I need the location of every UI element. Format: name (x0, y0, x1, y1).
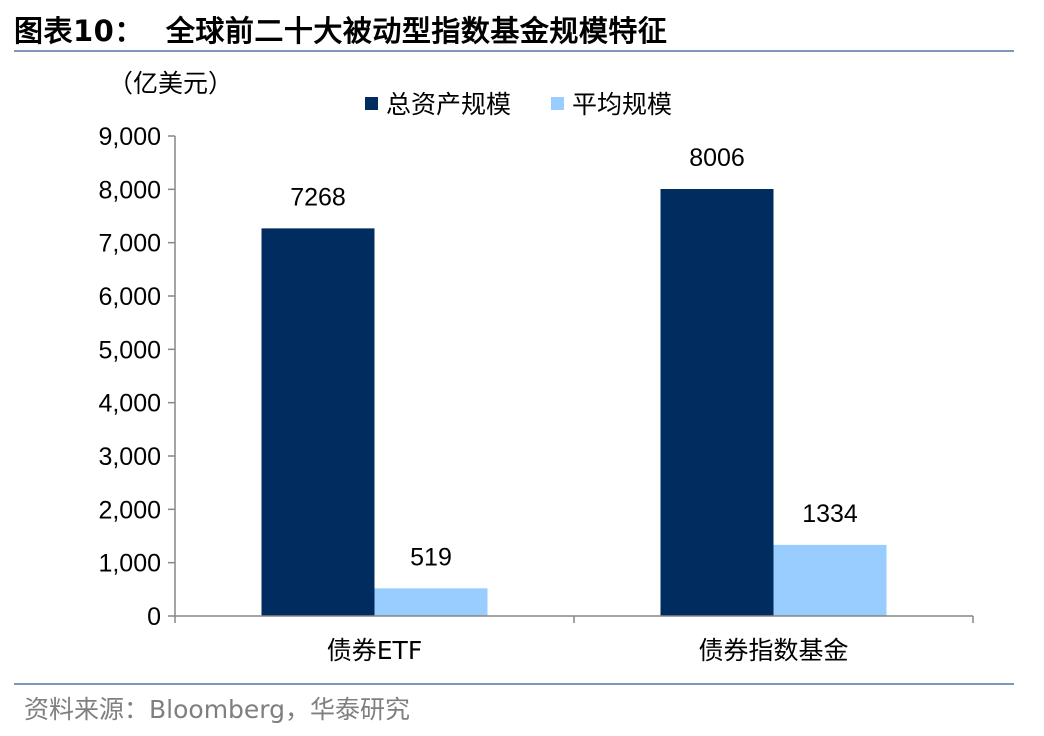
bar-series-0-cat-1 (660, 189, 774, 616)
source-note: 资料来源：Bloomberg，华泰研究 (24, 695, 410, 724)
data-labels: 7268 519 8006 1334 (290, 144, 858, 571)
legend-swatch-average-size (551, 97, 564, 110)
legend-label-average-size: 平均规模 (572, 90, 672, 119)
y-tick-label-5000: 5,000 (98, 336, 161, 364)
bar-series-0-cat-0 (261, 228, 375, 616)
x-axis: 债券ETF 债券指数基金 (174, 615, 974, 665)
legend: 总资产规模 平均规模 (365, 90, 672, 119)
title-divider (14, 50, 1014, 52)
figure-number: 图表10： (14, 14, 144, 48)
legend-swatch-total-assets (365, 97, 378, 110)
figure-title-text: 全球前二十大被动型指数基金规模特征 (165, 14, 668, 48)
data-label-series-0-cat-1: 8006 (689, 144, 745, 172)
footer-divider (14, 683, 1014, 685)
legend-label-total-assets: 总资产规模 (386, 90, 511, 119)
y-tick-label-7000: 7,000 (98, 230, 161, 258)
y-tick-label-3000: 3,000 (98, 443, 161, 471)
y-tick-label-9000: 9,000 (98, 123, 161, 151)
y-tick-label-1000: 1,000 (98, 550, 161, 578)
bar-series-1-cat-0 (374, 588, 488, 616)
y-tick-label-2000: 2,000 (98, 496, 161, 524)
y-tick-label-4000: 4,000 (98, 390, 161, 418)
unit-label: （亿美元） (108, 69, 233, 98)
x-category-label-0: 债券ETF (327, 636, 422, 665)
y-tick-label-6000: 6,000 (98, 283, 161, 311)
y-tick-label-0: 0 (147, 603, 161, 631)
data-label-series-1-cat-1: 1334 (802, 500, 858, 528)
data-label-series-1-cat-0: 519 (410, 543, 452, 571)
bars (261, 189, 887, 616)
x-category-label-1: 债券指数基金 (698, 636, 848, 665)
data-label-series-0-cat-0: 7268 (290, 183, 346, 211)
y-tick-label-8000: 8,000 (98, 176, 161, 204)
bar-series-1-cat-1 (773, 544, 887, 616)
figure-title: 图表10： 全球前二十大被动型指数基金规模特征 (14, 8, 667, 50)
y-axis: 0 1,000 2,000 3,000 4,000 5,000 6,000 7,000 8,00… (98, 123, 176, 631)
